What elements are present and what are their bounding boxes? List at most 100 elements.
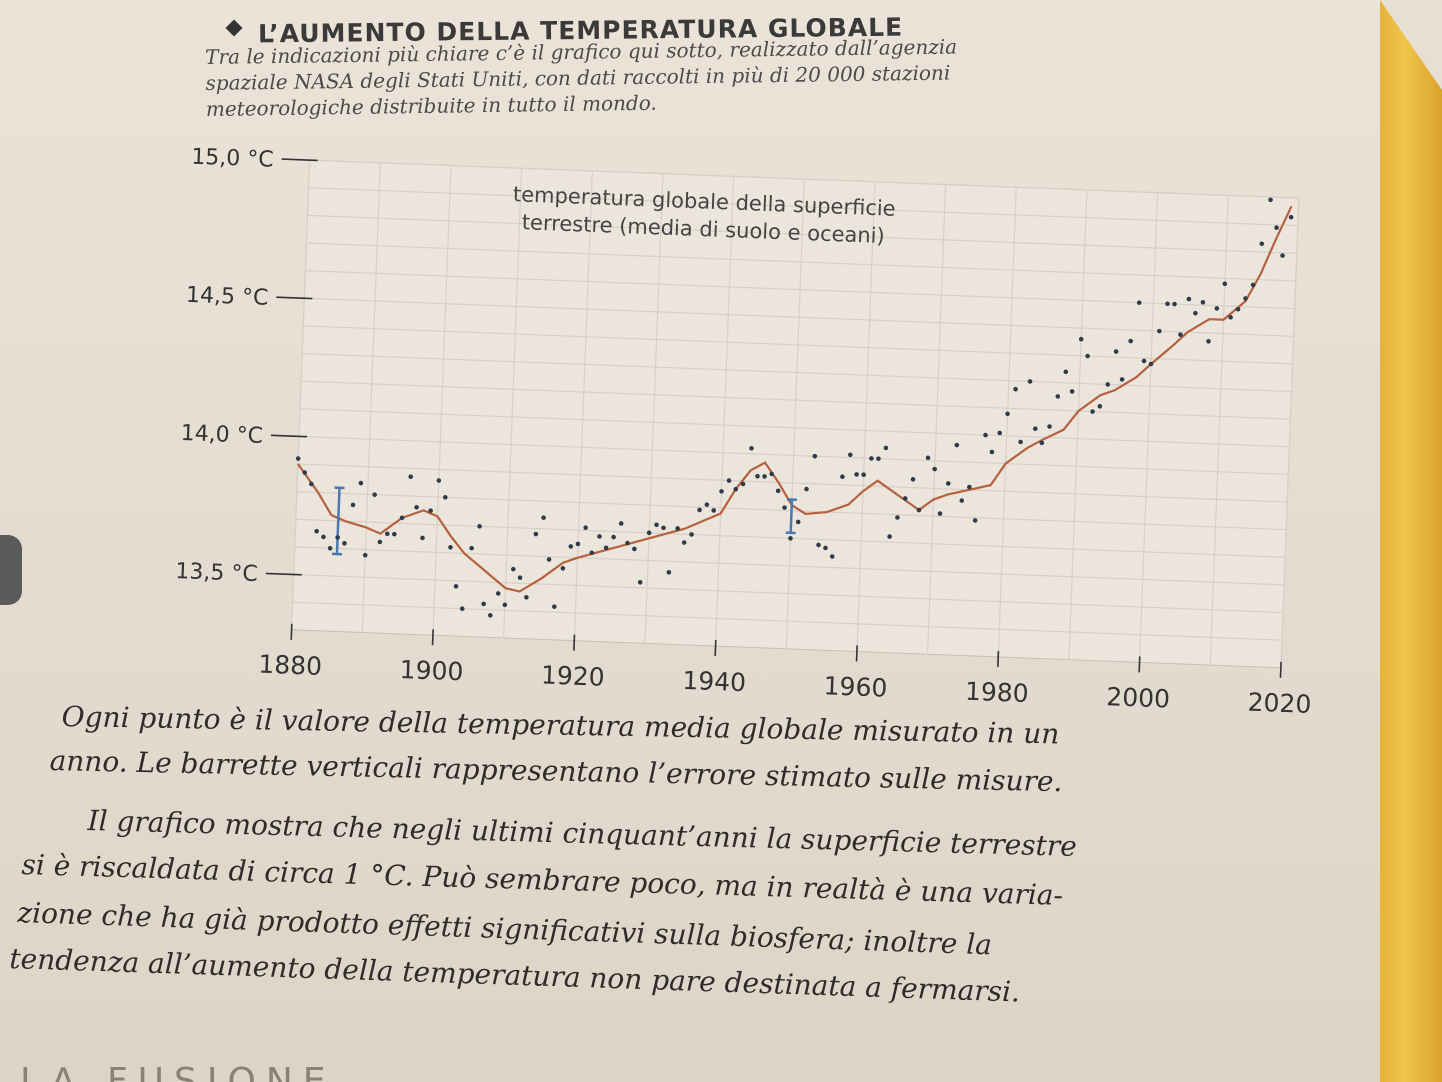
data-point xyxy=(1235,306,1241,312)
grid-line-vertical xyxy=(714,176,735,647)
data-point xyxy=(1193,310,1198,316)
data-point xyxy=(1005,411,1010,417)
data-point xyxy=(309,481,314,487)
data-point xyxy=(861,472,866,477)
y-tick-label: 15,0 °C xyxy=(191,145,274,173)
y-tick-mark xyxy=(276,296,313,300)
grid-line-horizontal xyxy=(308,187,1298,227)
pencil-tip xyxy=(1380,0,1442,90)
data-point xyxy=(1259,241,1265,247)
data-point xyxy=(733,486,739,492)
grid-line-horizontal xyxy=(297,463,1288,503)
data-point xyxy=(675,526,680,531)
grid-line-vertical xyxy=(926,184,947,655)
data-point xyxy=(816,542,821,548)
grid-line-vertical xyxy=(1068,189,1088,660)
data-point xyxy=(295,456,301,461)
data-point xyxy=(1069,389,1075,394)
grid-line-horizontal xyxy=(302,352,1292,393)
chart-svg: temperatura globale della superficie ter… xyxy=(175,145,1312,719)
data-point xyxy=(1228,314,1233,320)
x-tick-label: 2000 xyxy=(1106,682,1171,713)
data-point xyxy=(910,477,916,482)
data-point xyxy=(762,474,767,479)
data-point xyxy=(1032,426,1038,432)
data-point xyxy=(1178,332,1183,337)
data-point xyxy=(1105,382,1111,387)
data-point xyxy=(552,604,557,609)
grid-line-vertical xyxy=(573,170,593,641)
data-point xyxy=(1047,424,1052,429)
data-point xyxy=(502,602,508,608)
x-tick-label: 1980 xyxy=(965,677,1030,708)
x-tick-mark xyxy=(714,640,717,657)
data-point xyxy=(1165,301,1170,307)
data-point xyxy=(895,515,900,520)
data-point xyxy=(1214,306,1220,311)
data-point xyxy=(654,522,659,528)
data-point xyxy=(997,430,1003,436)
data-point xyxy=(812,453,818,459)
data-point xyxy=(453,584,459,589)
data-point xyxy=(689,532,694,537)
grid-line-vertical xyxy=(1209,195,1229,666)
x-tick-mark xyxy=(431,629,434,646)
x-tick-mark xyxy=(1279,661,1282,678)
data-point xyxy=(869,456,874,461)
grid-line-vertical xyxy=(1138,192,1159,663)
data-point xyxy=(1063,369,1069,375)
y-tick-mark xyxy=(281,158,318,162)
data-point xyxy=(568,544,574,549)
data-point xyxy=(1090,409,1095,414)
x-tick-mark xyxy=(290,623,293,640)
x-tick-label: 1920 xyxy=(541,660,606,691)
data-point xyxy=(589,550,595,556)
data-point xyxy=(945,481,951,486)
caption-line: anno. Le barrette verticali rappresentan… xyxy=(49,744,1063,799)
data-point xyxy=(477,524,482,529)
data-point xyxy=(469,545,474,551)
data-point xyxy=(511,566,516,572)
data-point xyxy=(1222,281,1228,287)
grid-line-horizontal xyxy=(301,380,1291,420)
grid-line-horizontal xyxy=(307,214,1297,254)
data-point xyxy=(1097,403,1103,409)
data-point xyxy=(327,545,333,551)
data-point xyxy=(302,470,308,475)
y-tick-label: 14,5 °C xyxy=(186,283,269,311)
data-point xyxy=(1200,300,1206,305)
data-point xyxy=(632,546,637,552)
data-point xyxy=(1250,282,1256,288)
x-tick-mark xyxy=(997,650,1000,667)
data-point xyxy=(959,498,965,503)
data-point xyxy=(954,442,960,448)
grid-line-horizontal xyxy=(305,270,1295,310)
error-bar xyxy=(785,498,798,535)
data-point xyxy=(384,531,390,537)
data-point xyxy=(1206,339,1211,344)
data-point xyxy=(377,539,383,545)
data-point xyxy=(583,525,588,530)
data-point xyxy=(487,612,493,618)
data-point xyxy=(1288,214,1294,220)
data-point xyxy=(541,515,546,521)
grid-line-horizontal xyxy=(293,573,1284,614)
data-point xyxy=(788,535,793,541)
temperature-chart: temperatura globale della superficie ter… xyxy=(175,145,1312,719)
data-point xyxy=(321,534,326,540)
data-point xyxy=(876,456,881,461)
next-section-heading-fragment: LA FUSIONE xyxy=(20,1062,450,1082)
data-point xyxy=(1172,301,1177,307)
data-point xyxy=(436,478,442,483)
data-point xyxy=(314,528,319,534)
data-point xyxy=(1128,338,1133,344)
data-point xyxy=(749,445,754,451)
grid-line-vertical xyxy=(644,173,664,644)
pencil xyxy=(1380,0,1442,1082)
data-point xyxy=(711,508,717,513)
data-point xyxy=(546,557,552,562)
data-point xyxy=(408,474,414,479)
data-point xyxy=(1085,353,1090,359)
data-point xyxy=(372,492,377,497)
data-point xyxy=(1186,296,1192,302)
